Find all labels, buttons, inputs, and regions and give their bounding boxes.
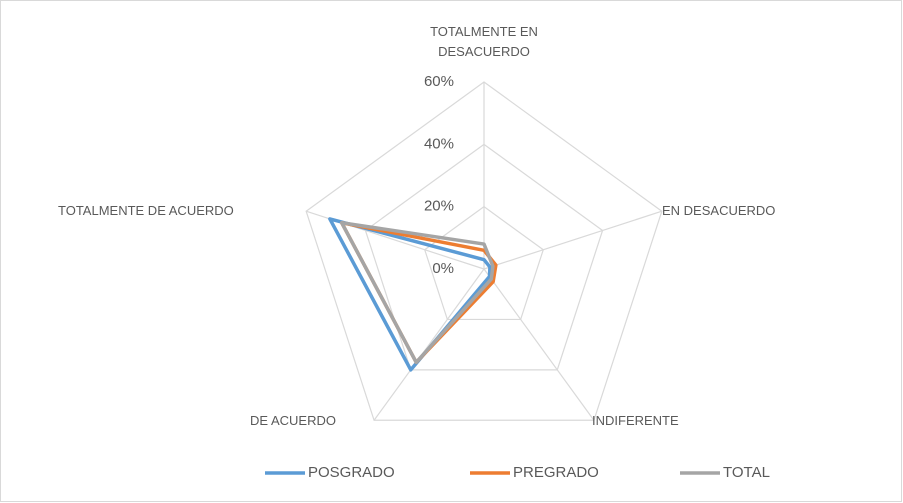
grid-ring xyxy=(364,143,604,371)
spoke xyxy=(483,210,663,270)
series-line xyxy=(339,221,495,365)
grid-ring xyxy=(424,205,544,321)
category-label: EN DESACUERDO xyxy=(662,203,776,218)
category-label: TOTALMENTE EN DESACUERDO xyxy=(430,24,538,59)
legend-label: TOTAL xyxy=(723,464,770,481)
category-label: TOTALMENTE DE ACUERDO xyxy=(58,203,234,218)
y-tick-label: 40% xyxy=(424,135,454,152)
y-tick-label: 60% xyxy=(424,73,454,90)
category-label: INDIFERENTE xyxy=(592,413,679,428)
grid-ring xyxy=(305,81,663,421)
legend-label: PREGRADO xyxy=(513,464,599,481)
spoke xyxy=(373,268,485,421)
legend-label: POSGRADO xyxy=(308,464,395,481)
y-tick-label: 0% xyxy=(432,260,454,277)
y-tick-label: 20% xyxy=(424,198,454,215)
category-label: DE ACUERDO xyxy=(250,413,336,428)
spoke xyxy=(483,268,595,421)
